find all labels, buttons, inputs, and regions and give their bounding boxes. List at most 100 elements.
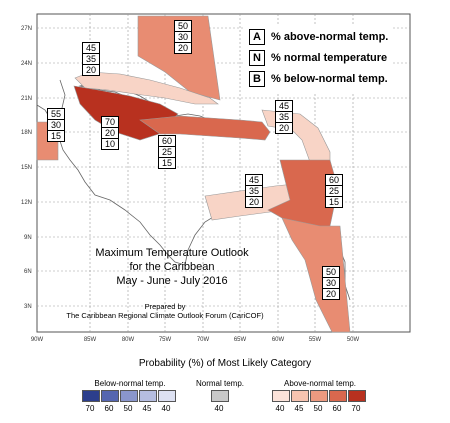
region-bahamas-west [74,71,219,105]
normal-value: 25 [326,186,342,197]
above-swatch [329,390,347,402]
title-line: May - June - July 2016 [116,275,228,287]
above-value: 45 [83,43,99,54]
legend-text: % above-normal temp. [271,31,389,43]
below-swatch [82,390,100,402]
above-value: 60 [159,136,175,147]
lon-label: 90W [31,337,44,343]
above-value: 50 [323,267,339,278]
normal-value: 35 [83,54,99,65]
above-value: 45 [276,101,292,112]
above-swatch [272,390,290,402]
lon-label: 80W [122,337,135,343]
below-swatch-value: 50 [123,404,133,413]
region-box-belize: 55 30 15 [47,108,65,142]
above-swatch-value: 60 [332,404,342,413]
below-swatch [139,390,157,402]
above-swatch-value: 70 [351,404,361,413]
below-value: 15 [161,158,172,168]
above-value: 50 [175,21,191,32]
legend-key: A % above-normal temp. N % normal temper… [245,26,393,93]
normal-value: 25 [159,147,175,158]
lat-label: 9N [24,235,32,241]
legend-text: % below-normal temp. [271,73,388,85]
below-scale-label: Below-normal temp. [94,379,166,388]
lat-label: 12N [21,200,32,206]
lat-label: 24N [21,61,32,67]
title-line: Maximum Temperature Outlook [95,247,249,259]
legend-letter: A [249,29,265,45]
below-swatch-value: 60 [104,404,114,413]
below-value: 15 [328,197,339,207]
region-box-cuba-jamaica: 70 20 10 [101,116,119,150]
above-swatch [310,390,328,402]
below-value: 20 [85,65,96,75]
normal-value: 30 [323,278,339,289]
legend-row-below: B % below-normal temp. [249,70,388,88]
region-box-guianas: 50 30 20 [322,266,340,300]
below-swatch [101,390,119,402]
legend-text: % normal temperature [271,52,388,64]
region-box-abc: 45 35 20 [245,174,263,208]
scale-title: Probability (%) of Most Likely Category [138,358,312,369]
lat-label: 6N [24,269,32,275]
region-box-bahamas-west: 45 35 20 [82,42,100,76]
region-box-hispaniola: 60 25 15 [158,135,176,169]
above-value: 70 [102,117,118,128]
lat-label: 21N [21,96,32,102]
below-swatch-value: 45 [142,404,152,413]
below-swatch [120,390,138,402]
below-value: 20 [278,123,289,133]
prepared-line: Prepared by [144,302,186,311]
above-scale-label: Above-normal temp. [283,379,357,388]
legend-letter: B [249,71,265,87]
normal-value: 35 [246,186,262,197]
region-box-windward: 60 25 15 [325,174,343,208]
above-swatch [348,390,366,402]
normal-value: 30 [175,32,191,43]
prepared-line: The Caribbean Regional Climate Outlook F… [66,311,264,320]
above-value: 45 [246,175,262,186]
lon-label: 70W [197,337,210,343]
lon-label: 60W [272,337,285,343]
lon-label: 65W [234,337,247,343]
lat-label: 15N [21,165,32,171]
normal-value: 35 [276,112,292,123]
lon-label: 75W [159,337,172,343]
region-box-bahamas-north: 50 30 20 [174,20,192,54]
lat-labels: 27N 24N 21N 18N 15N 12N 9N 6N 3N [21,26,32,310]
normal-swatch [211,390,229,402]
below-value: 10 [104,139,115,149]
title-line: for the Caribbean [129,261,215,273]
above-value: 60 [326,175,342,186]
region-guianas [281,217,351,333]
region-hispaniola [139,115,271,141]
normal-value: 20 [102,128,118,139]
normal-scale-label: Normal temp. [195,379,244,388]
below-value: 20 [325,289,336,299]
below-value: 20 [248,197,259,207]
legend-letter: N [249,50,265,66]
map-title: Maximum Temperature Outlook for the Cari… [72,246,272,288]
below-swatch [158,390,176,402]
region-box-leeward: 45 35 20 [275,100,293,134]
normal-swatch-value: 40 [214,404,224,413]
below-value: 15 [50,131,61,141]
above-swatch-value: 45 [294,404,304,413]
above-swatch-value: 40 [275,404,285,413]
below-swatch-value: 70 [85,404,95,413]
below-swatch-value: 40 [161,404,171,413]
lon-label: 55W [309,337,322,343]
above-value: 55 [48,109,64,120]
lat-label: 27N [21,26,32,32]
legend-row-normal: N % normal temperature [249,49,388,67]
below-value: 20 [177,43,188,53]
above-swatch [291,390,309,402]
prepared-by: Prepared by The Caribbean Regional Clima… [40,302,290,320]
lon-label: 50W [347,337,360,343]
legend-row-above: A % above-normal temp. [249,28,388,46]
above-swatch-value: 50 [313,404,323,413]
lon-label: 85W [84,337,97,343]
lat-label: 18N [21,130,32,136]
lon-labels: 90W 85W 80W 75W 70W 65W 60W 55W 50W [31,337,360,343]
